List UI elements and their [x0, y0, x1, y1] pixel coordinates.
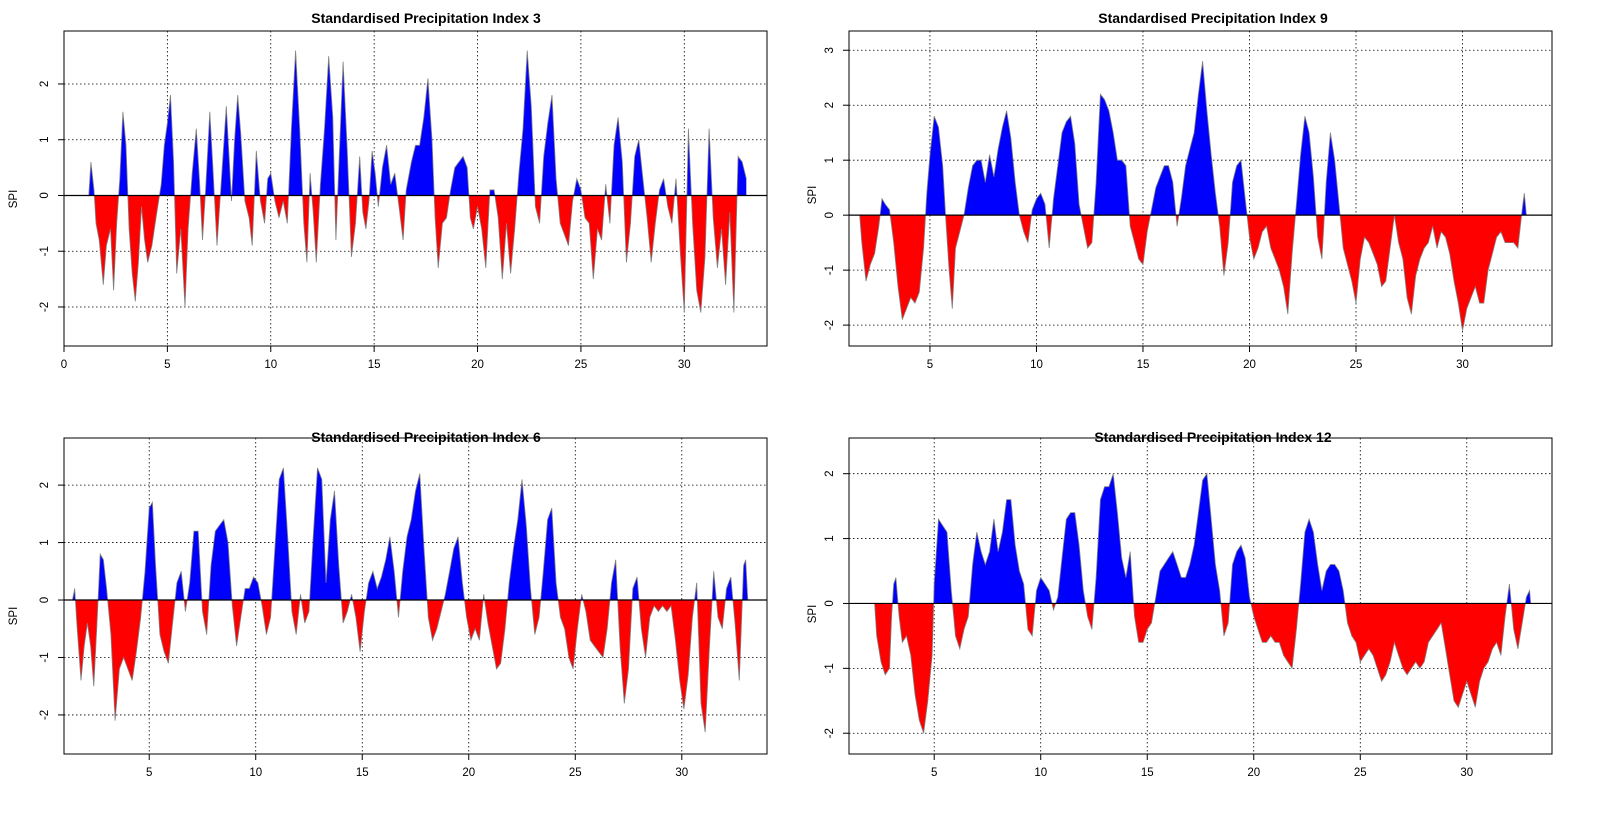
- x-tick-label: 25: [569, 767, 582, 779]
- x-tick-label: 15: [356, 767, 369, 779]
- plot-frame: [848, 437, 1553, 755]
- x-axis: 5 10 15 20 25 30: [146, 754, 688, 779]
- x-tick-label: 25: [575, 359, 588, 371]
- chart-title: Standardised Precipitation Index 12: [1094, 429, 1332, 445]
- panel-spi-9: Standardised Precipitation Index 9 SPI 5…: [807, 10, 1553, 371]
- spi-negative-area: [859, 215, 1527, 331]
- x-tick-label: 5: [146, 767, 152, 779]
- y-tick-label: -1: [39, 246, 51, 256]
- y-tick-label: 1: [824, 157, 836, 163]
- y-axis-label: SPI: [807, 605, 819, 624]
- x-tick-label: 30: [1456, 359, 1469, 371]
- spi-series-line: [874, 472, 1532, 734]
- y-tick-label: 2: [39, 482, 51, 488]
- plot-area: 5 10 15 20 25 30 -2 -1 0 1 2: [39, 437, 768, 779]
- x-tick-label: 20: [471, 359, 484, 371]
- y-tick-label: 2: [824, 102, 836, 108]
- y-tick-label: 1: [39, 137, 51, 143]
- y-tick-label: -2: [39, 302, 51, 312]
- plot-frame: [848, 30, 1553, 347]
- x-tick-label: 10: [1034, 767, 1047, 779]
- y-tick-label: 1: [824, 535, 836, 541]
- panel-spi-6: Standardised Precipitation Index 6 SPI 5…: [8, 429, 768, 779]
- x-tick-label: 20: [1247, 767, 1260, 779]
- plot-frame: [63, 437, 768, 755]
- y-tick-label: -1: [824, 265, 836, 275]
- x-tick-label: 10: [249, 767, 262, 779]
- spi-negative-area: [75, 600, 743, 733]
- chart-title: Standardised Precipitation Index 3: [311, 10, 541, 26]
- x-tick-label: 20: [1243, 359, 1256, 371]
- x-tick-label: 10: [1030, 359, 1043, 371]
- y-tick-label: -2: [824, 728, 836, 738]
- x-tick-label: 10: [264, 359, 277, 371]
- y-tick-label: 3: [824, 47, 836, 53]
- spi-negative-area: [874, 603, 1531, 734]
- spi-positive-area: [880, 61, 1527, 216]
- x-tick-label: 5: [164, 359, 170, 371]
- x-tick-label: 30: [675, 767, 688, 779]
- x-tick-label: 20: [462, 767, 475, 779]
- y-axis-label: SPI: [8, 190, 20, 209]
- plot-area: 5 10 15 20 25 30 -2 -1 0 1 2: [824, 437, 1553, 779]
- x-axis: 5 10 15 20 25 30: [931, 754, 1473, 779]
- x-tick-label: 25: [1354, 767, 1367, 779]
- spi-positive-area: [892, 473, 1531, 604]
- panel-spi-12: Standardised Precipitation Index 12 SPI …: [807, 429, 1553, 779]
- y-tick-label: -2: [824, 320, 836, 330]
- y-tick-label: 0: [824, 212, 836, 218]
- y-tick-label: 2: [824, 470, 836, 476]
- y-tick-label: 0: [39, 597, 51, 603]
- y-axis: -2 -1 0 1 2: [39, 482, 64, 720]
- x-tick-label: 30: [678, 359, 691, 371]
- x-axis: 0 5 10 15 20 25 30: [61, 346, 691, 371]
- plot-frame: [63, 30, 768, 347]
- x-tick-label: 15: [1137, 359, 1150, 371]
- x-tick-label: 5: [931, 767, 937, 779]
- y-tick-label: 0: [39, 192, 51, 198]
- x-tick-label: 30: [1460, 767, 1473, 779]
- x-tick-label: 15: [1141, 767, 1154, 779]
- x-tick-label: 0: [61, 359, 67, 371]
- x-tick-label: 5: [927, 359, 933, 371]
- spi-series-line: [88, 50, 747, 313]
- spi-series-line: [72, 467, 749, 733]
- y-tick-label: 1: [39, 539, 51, 545]
- spi-negative-area: [88, 195, 747, 313]
- spi-positive-area: [72, 467, 748, 601]
- y-tick-label: 2: [39, 81, 51, 87]
- spi-positive-area: [88, 50, 747, 196]
- spi-series-line: [859, 61, 1527, 331]
- y-tick-label: 0: [824, 600, 836, 606]
- y-axis-label: SPI: [807, 186, 819, 205]
- y-tick-label: -2: [39, 710, 51, 720]
- panel-spi-3: Standardised Precipitation Index 3 SPI 0…: [8, 10, 768, 371]
- chart-title: Standardised Precipitation Index 9: [1098, 10, 1328, 26]
- x-tick-label: 15: [368, 359, 381, 371]
- plot-area: 5 10 15 20 25 30 -2 -1 0 1 2 3: [824, 30, 1553, 371]
- y-axis: -2 -1 0 1 2 3: [824, 47, 849, 330]
- y-tick-label: -1: [824, 663, 836, 673]
- y-tick-label: -1: [39, 652, 51, 662]
- y-axis-label: SPI: [8, 607, 20, 626]
- x-axis: 5 10 15 20 25 30: [927, 346, 1469, 371]
- x-tick-label: 25: [1350, 359, 1363, 371]
- chart-title: Standardised Precipitation Index 6: [311, 429, 541, 445]
- plot-area: 0 5 10 15 20 25 30 -2 -1 0 1 2: [39, 30, 768, 371]
- y-axis: -2 -1 0 1 2: [824, 470, 849, 738]
- y-axis: -2 -1 0 1 2: [39, 81, 64, 312]
